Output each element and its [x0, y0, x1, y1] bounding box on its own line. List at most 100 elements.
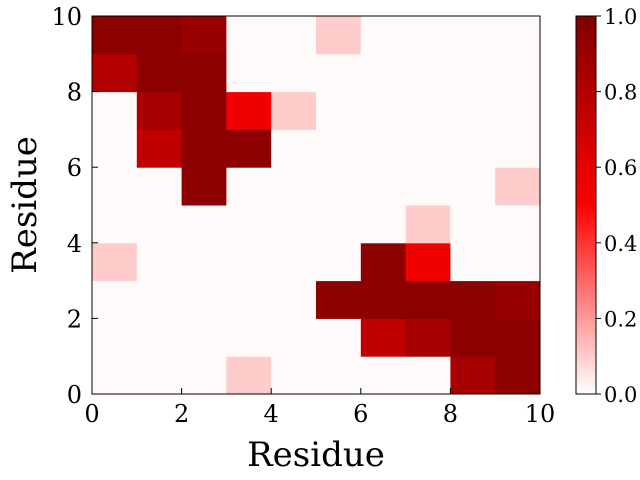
heatmap-cell: [271, 53, 317, 93]
heatmap-cell: [360, 91, 407, 130]
heatmap-cell: [92, 280, 138, 319]
heatmap-cell: [226, 16, 272, 55]
heatmap-cell: [226, 356, 272, 395]
heatmap-cell: [136, 280, 183, 319]
x-tick-label: 8: [443, 400, 458, 428]
heatmap-cell: [450, 280, 496, 319]
heatmap-cell: [271, 280, 317, 319]
heatmap-cell: [92, 129, 138, 168]
heatmap-cell: [405, 53, 451, 93]
heatmap-cell: [360, 167, 407, 206]
colorbar-tick-label: 0.4: [604, 232, 637, 256]
heatmap-cell: [136, 91, 183, 130]
heatmap-cell: [271, 356, 317, 395]
heatmap-cell: [136, 16, 183, 55]
heatmap-cell: [495, 129, 541, 168]
y-axis-label: Residue: [5, 136, 45, 274]
heatmap-cell: [316, 129, 362, 168]
heatmap-cell: [136, 129, 183, 168]
heatmap-cell: [92, 356, 138, 395]
x-tick-label: 6: [353, 400, 368, 428]
y-tick-label: 8: [67, 79, 82, 107]
colorbar: [576, 16, 596, 394]
heatmap-cell: [136, 53, 183, 93]
heatmap-cell: [226, 91, 272, 130]
heatmap-cell: [316, 16, 362, 55]
heatmap-cell: [495, 16, 541, 55]
heatmap-cell: [181, 356, 227, 395]
heatmap-cell: [405, 91, 451, 130]
heatmap-cell: [405, 205, 451, 244]
x-tick-label: 2: [174, 400, 189, 428]
heatmap-cell: [360, 280, 407, 319]
heatmap-cell: [495, 167, 541, 206]
colorbar-tick-label: 1.0: [604, 5, 637, 29]
heatmap-cell: [226, 318, 272, 357]
heatmap-cell: [450, 53, 496, 93]
heatmap-cell: [450, 318, 496, 357]
heatmap-cell: [92, 205, 138, 244]
heatmap-cell: [450, 167, 496, 206]
heatmap-cell: [181, 280, 227, 319]
x-axis-label: Residue: [247, 435, 385, 475]
heatmap-cell: [271, 242, 317, 282]
heatmap-cell: [136, 167, 183, 206]
heatmap-cell: [92, 167, 138, 206]
heatmap-cell: [271, 129, 317, 168]
heatmap-cell: [316, 205, 362, 244]
heatmap-cell: [92, 318, 138, 357]
heatmap-cell: [181, 53, 227, 93]
heatmap-cell: [405, 129, 451, 168]
heatmap-cell: [181, 318, 227, 357]
heatmap-cell: [405, 242, 451, 282]
colorbar-tick-label: 0.6: [604, 156, 637, 180]
y-tick-label: 0: [67, 381, 82, 409]
plot-frame: [91, 15, 541, 395]
heatmap-cell: [450, 205, 496, 244]
heatmap-cell: [92, 53, 138, 93]
heatmap-cell: [405, 356, 451, 395]
heatmap-cell: [360, 242, 407, 282]
heatmap-cell: [136, 242, 183, 282]
heatmap-cell: [92, 16, 138, 55]
heatmap-cell: [271, 91, 317, 130]
heatmap-cell: [181, 167, 227, 206]
heatmap-cell: [181, 205, 227, 244]
heatmap-cell: [226, 53, 272, 93]
x-axis-ticks: 0 2 4 6 8 10: [84, 388, 555, 428]
heatmap-cell: [316, 318, 362, 357]
heatmap-cell: [495, 356, 541, 395]
heatmap-cell: [360, 129, 407, 168]
heatmap-cell: [136, 356, 183, 395]
heatmap-cell: [271, 205, 317, 244]
heatmap-cell: [495, 280, 541, 319]
heatmap-cell: [405, 167, 451, 206]
heatmap-cell: [405, 16, 451, 55]
y-tick-label: 10: [51, 3, 82, 31]
heatmap-cell: [226, 167, 272, 206]
heatmap-cell: [495, 318, 541, 357]
heatmap-cell: [360, 318, 407, 357]
colorbar-tick-label: 0.0: [604, 383, 637, 407]
heatmap-cell: [405, 318, 451, 357]
heatmap-cell: [226, 280, 272, 319]
heatmap-cell: [360, 205, 407, 244]
heatmap-cell: [450, 242, 496, 282]
colorbar-frame: [575, 15, 597, 395]
heatmap-cell: [316, 91, 362, 130]
heatmap-cell: [136, 318, 183, 357]
y-tick-label: 4: [67, 230, 82, 258]
heatmap-cell: [226, 129, 272, 168]
heatmap-cell: [181, 242, 227, 282]
y-tick-label: 6: [67, 154, 82, 182]
heatmap-cell: [495, 242, 541, 282]
heatmap-cell: [226, 242, 272, 282]
heatmap-cell: [450, 356, 496, 395]
heatmap-cell: [316, 356, 362, 395]
heatmap-cell: [316, 167, 362, 206]
heatmap-cell: [271, 318, 317, 357]
heatmap-cell: [360, 53, 407, 93]
heatmap-cell: [495, 205, 541, 244]
x-tick-label: 0: [84, 400, 99, 428]
